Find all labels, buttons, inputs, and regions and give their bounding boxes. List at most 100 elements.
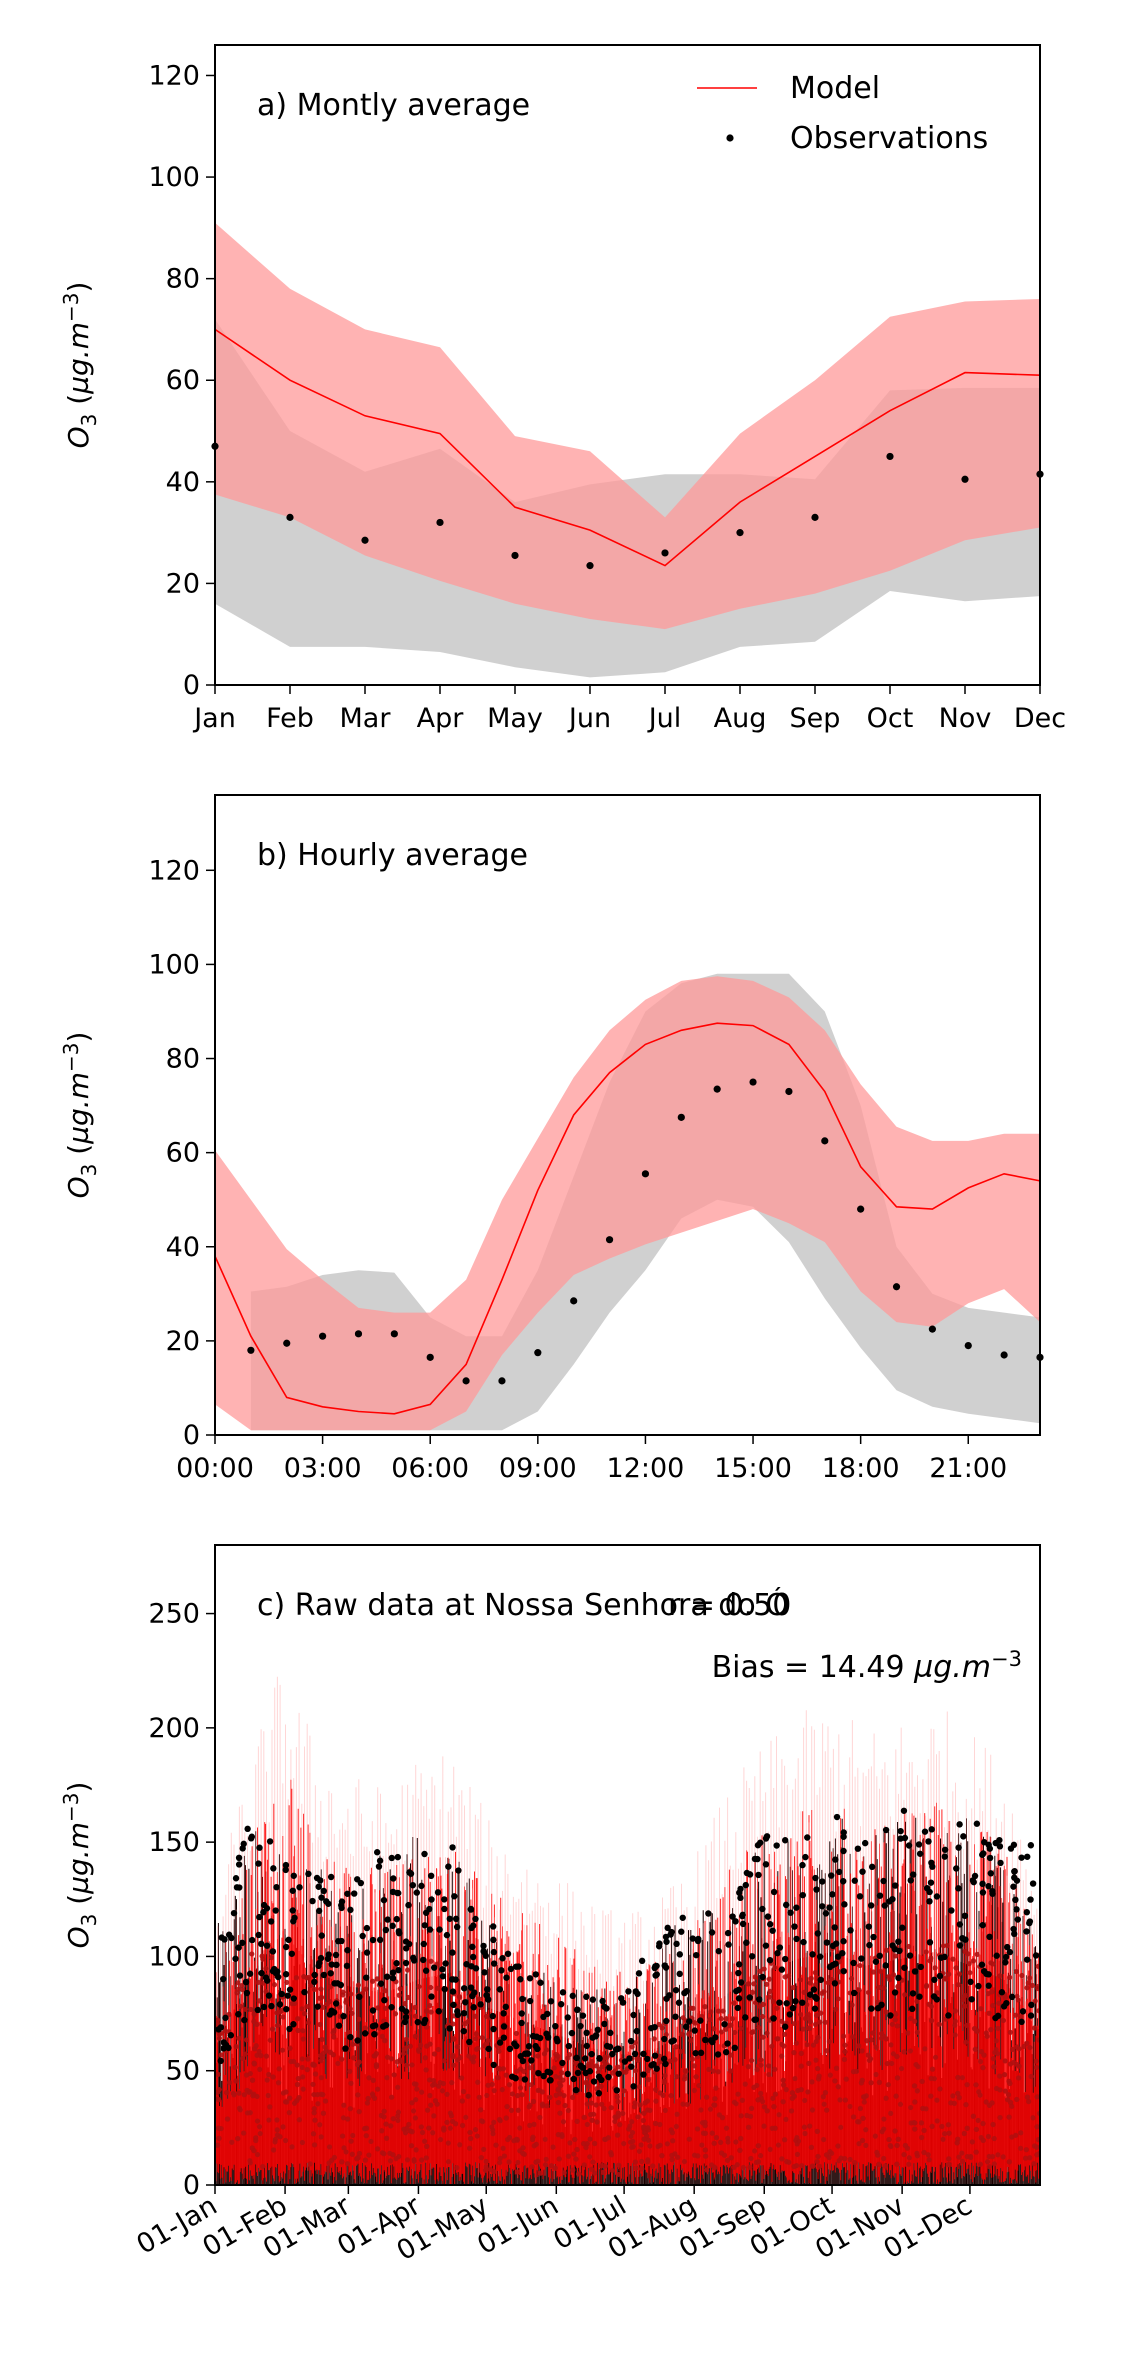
observation-point [535,2069,542,2077]
observation-point [926,2001,932,2007]
observation-point [447,2110,454,2116]
observation-point [787,1909,794,1916]
observation-point [411,2081,418,2087]
observation-point [1014,2096,1020,2103]
observation-point [531,2121,537,2127]
observation-point [417,2042,424,2048]
observation-point [896,1947,903,1955]
observation-point [873,2071,879,2078]
observation-point [706,2066,712,2072]
observation-point [686,2030,692,2037]
observation-point [852,2160,858,2166]
observation-point [748,1953,756,1960]
observation-point [215,2071,221,2077]
observation-point [1007,2080,1013,2087]
observation-point [786,2159,792,2165]
observation-point [920,2105,926,2112]
observation-point [783,2000,790,2007]
observation-point [249,2077,256,2083]
observation-point [527,2102,533,2108]
observation-point [572,2060,579,2066]
observation-point [986,2164,993,2170]
observation-point [319,1332,327,1340]
observation-point [840,1877,847,1885]
observation-point [733,2139,739,2145]
observation-point [232,1875,240,1882]
observation-point [428,2009,434,2015]
observation-point [743,1939,750,1946]
observation-point [530,2098,537,2105]
observation-point [459,2075,465,2081]
observation-point [394,1853,402,1861]
observation-point [442,1960,449,1967]
observation-point [422,2138,428,2144]
observation-point [347,2006,353,2012]
observation-point [517,2125,523,2131]
observation-point [985,1982,992,1989]
observation-point [515,1963,522,1970]
observation-point [629,2119,635,2125]
observation-point [725,2139,731,2145]
observation-point [738,2135,744,2142]
observation-point [451,1893,458,1900]
observation-point [731,2099,737,2105]
observation-point [370,2093,376,2099]
observation-point [979,1921,986,1929]
observation-point [606,2064,613,2071]
observation-point [641,1170,650,1178]
observation-point [317,2122,323,2128]
observation-point [484,1996,492,2003]
observation-point [894,2023,901,2029]
observation-point [964,1341,972,1350]
observation-point [348,2138,354,2144]
observation-point [888,2042,894,2048]
observation-point [244,2087,250,2093]
observation-point [381,1996,388,2004]
observation-point [926,1898,933,1905]
observation-point [688,2037,694,2044]
observation-point [296,2095,302,2101]
observation-point [266,2117,272,2123]
observation-point [864,2038,870,2044]
observation-point [441,1896,448,1903]
observation-point [660,2055,668,2063]
observation-point [799,1861,806,1869]
observation-point [1013,2012,1019,2018]
observation-point [475,2079,481,2085]
observation-point [841,1901,848,1908]
observation-point [681,2158,688,2165]
observation-point [888,2143,894,2150]
observation-point [792,1998,799,2005]
observation-point [290,1918,297,1925]
observation-point [390,2116,396,2122]
legend-observations-swatch [726,134,734,142]
observation-point [309,1897,316,1905]
observation-point [241,2016,248,2024]
observation-point [715,2069,721,2075]
observation-point [1002,2058,1008,2064]
observation-point [756,1996,763,2003]
observation-point [1025,1980,1031,1986]
observation-point [840,1938,847,1945]
observation-point [364,2100,371,2106]
observation-point [236,2035,242,2041]
observation-point [300,2074,306,2080]
observation-point [906,2161,912,2167]
observation-point [345,2116,351,2122]
observation-point [340,2012,347,2020]
observation-point [629,2044,635,2050]
observation-point [395,2084,401,2090]
observation-point [840,1829,847,1836]
observation-point [788,2108,795,2114]
observation-point [813,2012,820,2019]
observation-point [255,1860,262,1867]
observation-point [752,1974,758,1980]
observation-point [925,2152,931,2158]
observation-point [714,2051,722,2058]
observation-point [645,2077,651,2083]
y-tick-label: 40 [166,467,200,498]
observation-point [991,2064,997,2070]
observation-point [1010,1925,1017,1933]
observation-point [507,2134,513,2141]
observation-point [865,2052,871,2058]
